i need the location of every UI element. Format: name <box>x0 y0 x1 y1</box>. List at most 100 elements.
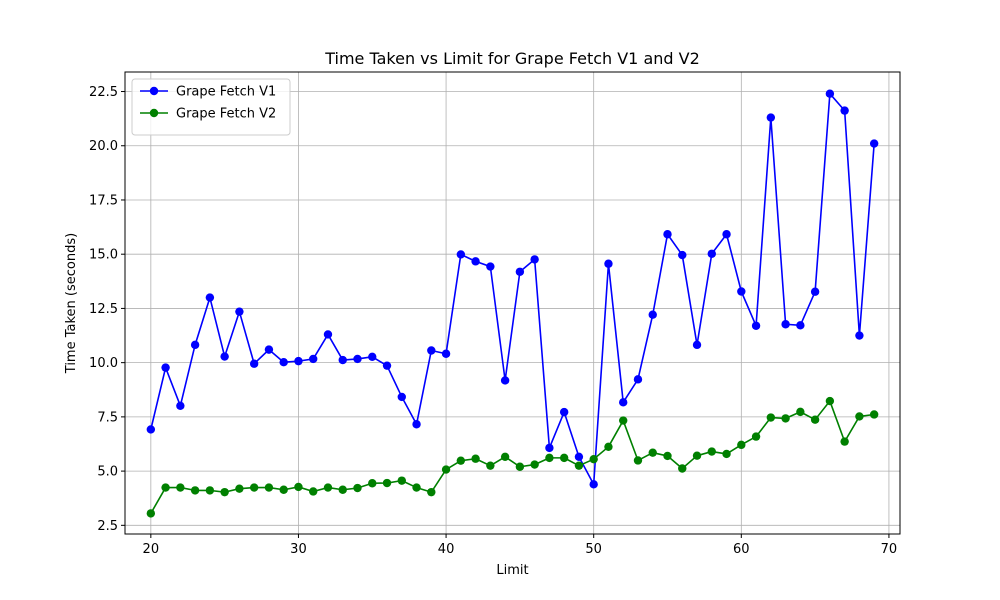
y-tick-label: 15.0 <box>89 248 118 263</box>
y-tick-label: 12.5 <box>89 302 118 317</box>
data-point <box>869 410 879 419</box>
data-point <box>648 310 657 319</box>
data-point <box>176 401 185 411</box>
data-point <box>559 407 569 417</box>
data-point <box>486 461 495 470</box>
data-point <box>441 349 451 358</box>
chart-title: Time Taken vs Limit for Grape Fetch V1 a… <box>324 49 700 68</box>
data-point <box>397 476 406 485</box>
data-point <box>545 443 554 453</box>
data-point <box>486 262 495 271</box>
x-tick-label: 70 <box>881 542 898 557</box>
data-point <box>190 340 200 350</box>
legend-label: Grape Fetch V2 <box>176 107 276 122</box>
y-axis-label: Time Taken (seconds) <box>64 233 79 374</box>
data-point <box>766 413 776 422</box>
data-point <box>412 420 421 429</box>
data-point <box>294 356 303 366</box>
data-point <box>397 392 406 402</box>
data-point <box>574 452 584 461</box>
data-point <box>146 509 156 518</box>
legend-item: Grape Fetch V2 <box>140 107 276 122</box>
data-point <box>855 412 864 421</box>
data-point <box>368 479 377 488</box>
plot-frame <box>124 71 901 535</box>
y-tick-label: 7.5 <box>97 410 118 425</box>
data-point <box>205 293 215 302</box>
data-point <box>663 230 672 239</box>
y-tick-label: 22.5 <box>89 85 118 100</box>
x-tick-label: 60 <box>733 542 750 557</box>
data-point <box>796 407 805 417</box>
data-point <box>619 416 628 425</box>
data-point <box>220 487 229 497</box>
data-point <box>249 359 259 368</box>
data-point <box>633 375 643 384</box>
data-point <box>279 358 288 367</box>
data-point <box>500 452 510 461</box>
x-axis-label: Limit <box>496 563 528 578</box>
data-point <box>648 448 657 457</box>
data-point <box>190 486 200 495</box>
data-point <box>825 89 835 98</box>
data-point <box>220 352 229 361</box>
data-point <box>338 485 347 494</box>
y-tick-label: 10.0 <box>89 356 118 371</box>
legend-items: Grape Fetch V1 Grape Fetch V2 <box>140 85 276 122</box>
data-point <box>338 355 347 365</box>
data-point <box>530 460 539 469</box>
series-2 <box>146 396 879 518</box>
data-point <box>707 447 716 456</box>
legend: Grape Fetch V1 Grape Fetch V2 <box>131 78 291 136</box>
data-point <box>309 487 318 496</box>
data-point <box>633 456 643 465</box>
data-point <box>368 352 377 361</box>
data-point <box>294 482 303 492</box>
data-point <box>810 415 820 424</box>
data-point <box>559 453 569 463</box>
data-point <box>825 396 835 406</box>
data-point <box>678 250 687 260</box>
data-point <box>471 257 480 266</box>
data-point <box>589 454 598 464</box>
x-tick-label: 30 <box>290 542 307 557</box>
y-tick-label: 2.5 <box>97 519 118 534</box>
data-point <box>692 451 702 460</box>
x-tick-label: 40 <box>438 542 455 557</box>
data-point <box>707 249 716 258</box>
data-point <box>412 483 421 492</box>
series-layer <box>146 89 879 518</box>
data-point <box>353 354 362 364</box>
data-point <box>515 267 525 276</box>
data-point <box>161 363 170 372</box>
data-point <box>235 484 244 493</box>
data-point <box>604 259 613 268</box>
legend-marker <box>149 108 159 118</box>
data-point <box>323 330 333 339</box>
data-point <box>766 113 776 122</box>
data-point <box>382 478 392 488</box>
data-point <box>751 321 761 330</box>
data-point <box>264 345 274 354</box>
data-point <box>427 346 436 355</box>
data-point <box>515 462 525 471</box>
data-point <box>264 483 274 492</box>
data-point <box>574 461 584 470</box>
data-point <box>810 287 820 296</box>
legend-label: Grape Fetch V1 <box>176 85 276 100</box>
data-point <box>235 307 244 316</box>
data-point <box>840 106 849 115</box>
y-tick-label: 5.0 <box>97 465 118 480</box>
data-point <box>176 483 185 492</box>
y-tick-label: 20.0 <box>89 139 118 154</box>
data-point <box>722 230 731 239</box>
x-tick-label: 50 <box>585 542 602 557</box>
data-point <box>471 454 480 463</box>
data-point <box>441 465 451 474</box>
y-tick-label: 17.5 <box>89 193 118 208</box>
data-point <box>751 432 761 441</box>
series-1 <box>146 89 879 489</box>
data-point <box>382 361 392 370</box>
